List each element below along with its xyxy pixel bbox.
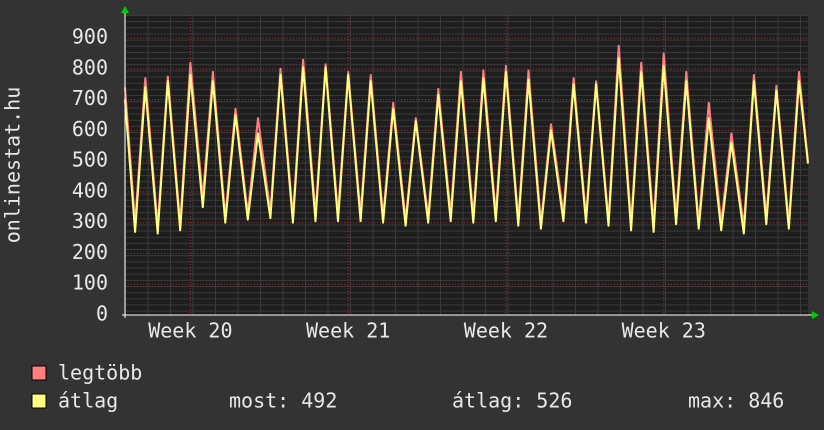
- y-axis-label: onlinestat.hu: [1, 87, 25, 244]
- x-tick-label: Week 22: [464, 319, 548, 343]
- y-tick-label: 900: [72, 25, 108, 49]
- y-tick-label: 400: [72, 178, 108, 202]
- y-tick-label: 500: [72, 148, 108, 172]
- y-tick-label: 300: [72, 209, 108, 233]
- x-tick-label: Week 21: [306, 319, 390, 343]
- legend-swatch: [31, 365, 47, 381]
- axis-arrow: [812, 311, 819, 319]
- x-tick-label: Week 23: [622, 319, 706, 343]
- legend-label: legtöbb: [58, 361, 142, 385]
- plot-area: [125, 15, 808, 315]
- y-tick-label: 600: [72, 117, 108, 141]
- y-tick-label: 700: [72, 86, 108, 110]
- series-line: [124, 57, 809, 235]
- axis-arrow: [121, 6, 129, 13]
- legend-label: átlag: [58, 389, 118, 413]
- stat: most: 492: [229, 389, 337, 413]
- y-tick-label: 200: [72, 240, 108, 264]
- stat: max: 846: [688, 389, 784, 413]
- stat: átlag: 526: [452, 389, 572, 413]
- y-tick-label: 800: [72, 55, 108, 79]
- x-tick-label: Week 20: [148, 319, 232, 343]
- legend-swatch: [31, 393, 47, 409]
- y-tick-label: 0: [96, 302, 108, 326]
- y-tick-label: 100: [72, 271, 108, 295]
